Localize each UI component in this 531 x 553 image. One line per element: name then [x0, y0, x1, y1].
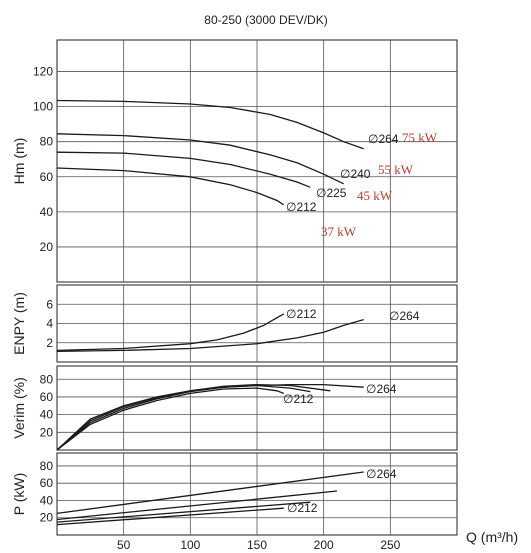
npsh-curve-264 — [56, 318, 364, 353]
head-y-tick-label: 60 — [40, 170, 54, 184]
motor-power-label: 45 kW — [357, 188, 393, 203]
chart-title: 80-250 (3000 DEV/DK) — [204, 13, 327, 27]
efficiency-y-tick-label: 20 — [40, 425, 54, 439]
head-y-axis-label: Hm (m) — [11, 138, 27, 185]
head-curve-label-212: ∅212 — [286, 200, 317, 214]
efficiency-curve-240 — [56, 383, 331, 451]
power-y-tick-label: 80 — [40, 459, 54, 473]
power-curve-212 — [56, 507, 284, 526]
head-y-tick-label: 80 — [40, 135, 54, 149]
power-y-tick-label: 40 — [40, 493, 54, 507]
head-y-tick-label: 120 — [33, 65, 53, 79]
npsh-curve-label-264: ∅264 — [389, 309, 420, 323]
head-curve-264 — [56, 99, 364, 150]
efficiency-y-tick-label: 80 — [40, 372, 54, 386]
efficiency-y-tick-label: 60 — [40, 390, 54, 404]
npsh-curve-212 — [56, 313, 285, 352]
efficiency-curve-label-264: ∅264 — [366, 382, 397, 396]
motor-power-label: 37 kW — [321, 224, 357, 239]
head-curve-label-225: ∅225 — [316, 186, 347, 200]
x-tick-label: 250 — [380, 538, 400, 552]
power-curve-240 — [56, 490, 338, 521]
power-curve-225 — [56, 501, 311, 523]
x-tick-label: 200 — [314, 538, 334, 552]
npsh-y-tick-label: 6 — [46, 297, 53, 311]
efficiency-curve-label-212: ∅212 — [283, 392, 314, 406]
head-curve-label-240: ∅240 — [340, 167, 371, 181]
power-curve-label-264: ∅264 — [366, 467, 397, 481]
power-curve-label-212: ∅212 — [287, 501, 318, 515]
head-curve-label-264: ∅264 — [368, 132, 399, 146]
efficiency-curve-212 — [56, 387, 284, 451]
head-y-tick-label: 100 — [33, 100, 53, 114]
x-tick-label: 100 — [180, 538, 200, 552]
power-y-tick-label: 20 — [40, 511, 54, 525]
power-y-axis-label: P (kW) — [11, 473, 27, 516]
npsh-y-tick-label: 2 — [46, 336, 53, 350]
head-curve-212 — [56, 167, 285, 206]
head-y-tick-label: 40 — [40, 205, 54, 219]
x-tick-label: 50 — [117, 538, 131, 552]
head-curve-240 — [56, 133, 344, 185]
motor-power-label: 75 kW — [402, 130, 438, 145]
x-axis-label: Q (m³/h) — [466, 529, 518, 545]
motor-power-label: 55 kW — [378, 162, 414, 177]
head-curve-225 — [56, 151, 311, 188]
npsh-y-axis-label: ENPY (m) — [11, 292, 27, 355]
efficiency-curve-225 — [56, 384, 311, 451]
power-curve-264 — [56, 471, 364, 515]
npsh-y-tick-label: 4 — [46, 317, 53, 331]
head-y-tick-label: 20 — [40, 240, 54, 254]
power-y-tick-label: 60 — [40, 476, 54, 490]
efficiency-y-axis-label: Verim (%) — [11, 377, 27, 438]
x-tick-label: 150 — [247, 538, 267, 552]
npsh-curve-label-212: ∅212 — [286, 307, 317, 321]
efficiency-y-tick-label: 40 — [40, 408, 54, 422]
